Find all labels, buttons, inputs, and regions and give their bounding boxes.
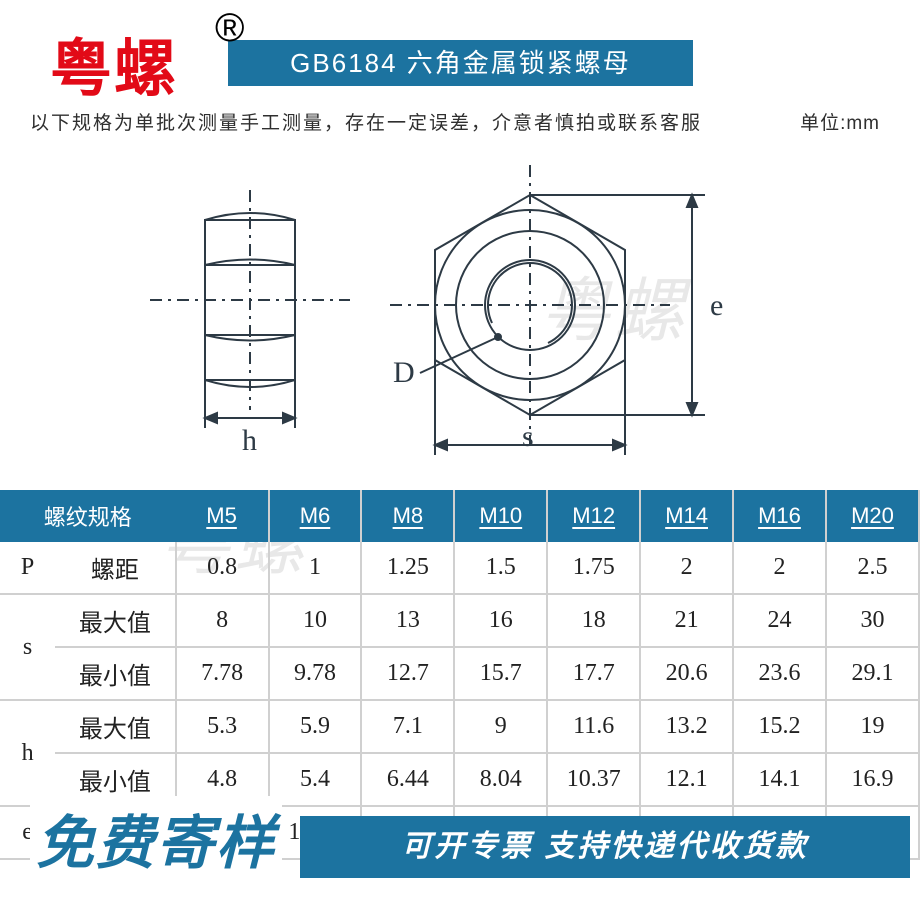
cell-value: 10.37 xyxy=(547,753,640,806)
row-label: 螺距 xyxy=(55,542,175,594)
group-letter: s xyxy=(0,594,55,700)
table-row: s最大值810131618212430 xyxy=(0,594,919,647)
size-header: M5 xyxy=(176,490,269,542)
row-label: 最小值 xyxy=(55,647,175,700)
cell-value: 16.9 xyxy=(826,753,919,806)
size-header: M10 xyxy=(454,490,547,542)
cell-value: 1.5 xyxy=(454,542,547,594)
cell-value: 9.78 xyxy=(269,647,362,700)
footer-promo: 免费寄样 xyxy=(30,796,282,880)
cell-value: 5.4 xyxy=(269,753,362,806)
cell-value: 18 xyxy=(547,594,640,647)
cell-value: 30 xyxy=(826,594,919,647)
cell-value: 5.3 xyxy=(176,700,269,753)
footer-bar: 可开专票 支持快递代收货款 xyxy=(300,816,910,878)
table-row: h最大值5.35.97.1911.613.215.219 xyxy=(0,700,919,753)
unit-label: 单位:mm xyxy=(800,108,880,135)
cell-value: 14.1 xyxy=(733,753,826,806)
registered-mark-icon: ® xyxy=(215,6,244,51)
cell-value: 2 xyxy=(640,542,733,594)
cell-value: 15.7 xyxy=(454,647,547,700)
cell-value: 20.6 xyxy=(640,647,733,700)
cell-value: 8.04 xyxy=(454,753,547,806)
size-header: M6 xyxy=(269,490,362,542)
size-header: M12 xyxy=(547,490,640,542)
table-header-row: 螺纹规格 M5 M6 M8 M10 M12 M14 M16 M20 xyxy=(0,490,919,542)
cell-value: 1.25 xyxy=(361,542,454,594)
cell-value: 9 xyxy=(454,700,547,753)
diagram-label-h: h xyxy=(242,424,257,457)
cell-value: 19 xyxy=(826,700,919,753)
cell-value: 16 xyxy=(454,594,547,647)
cell-value: 8 xyxy=(176,594,269,647)
row-label: 最大值 xyxy=(55,594,175,647)
size-header: M16 xyxy=(733,490,826,542)
cell-value: 5.9 xyxy=(269,700,362,753)
cell-value: 29.1 xyxy=(826,647,919,700)
cell-value: 1.75 xyxy=(547,542,640,594)
cell-value: 12.7 xyxy=(361,647,454,700)
cell-value: 23.6 xyxy=(733,647,826,700)
disclaimer-text: 以下规格为单批次测量手工测量，存在一定误差，介意者慎拍或联系客服 xyxy=(30,108,702,135)
cell-value: 17.7 xyxy=(547,647,640,700)
page-title: GB6184 六角金属锁紧螺母 xyxy=(228,40,693,86)
cell-value: 11.6 xyxy=(547,700,640,753)
cell-value: 13.2 xyxy=(640,700,733,753)
table-row: P螺距0.811.251.51.75222.5 xyxy=(0,542,919,594)
cell-value: 15.2 xyxy=(733,700,826,753)
cell-value: 2 xyxy=(733,542,826,594)
brand-logo: 粤螺 xyxy=(50,18,178,108)
cell-value: 12.1 xyxy=(640,753,733,806)
cell-value: 7.78 xyxy=(176,647,269,700)
diagram-label-s: s xyxy=(522,420,534,453)
cell-value: 2.5 xyxy=(826,542,919,594)
cell-value: 10 xyxy=(269,594,362,647)
cell-value: 1 xyxy=(269,542,362,594)
spec-header: 螺纹规格 xyxy=(0,490,176,542)
cell-value: 13 xyxy=(361,594,454,647)
cell-value: 6.44 xyxy=(361,753,454,806)
size-header: M8 xyxy=(361,490,454,542)
cell-value: 0.8 xyxy=(176,542,269,594)
size-header: M20 xyxy=(826,490,919,542)
table-row: 最小值7.789.7812.715.717.720.623.629.1 xyxy=(0,647,919,700)
diagram-label-e: e xyxy=(710,289,723,322)
technical-diagram: h xyxy=(130,150,830,460)
row-label: 最大值 xyxy=(55,700,175,753)
cell-value: 7.1 xyxy=(361,700,454,753)
diagram-label-d: D xyxy=(393,356,415,389)
group-letter: h xyxy=(0,700,55,806)
cell-value: 21 xyxy=(640,594,733,647)
cell-value: 24 xyxy=(733,594,826,647)
size-header: M14 xyxy=(640,490,733,542)
group-letter: P xyxy=(0,542,55,594)
